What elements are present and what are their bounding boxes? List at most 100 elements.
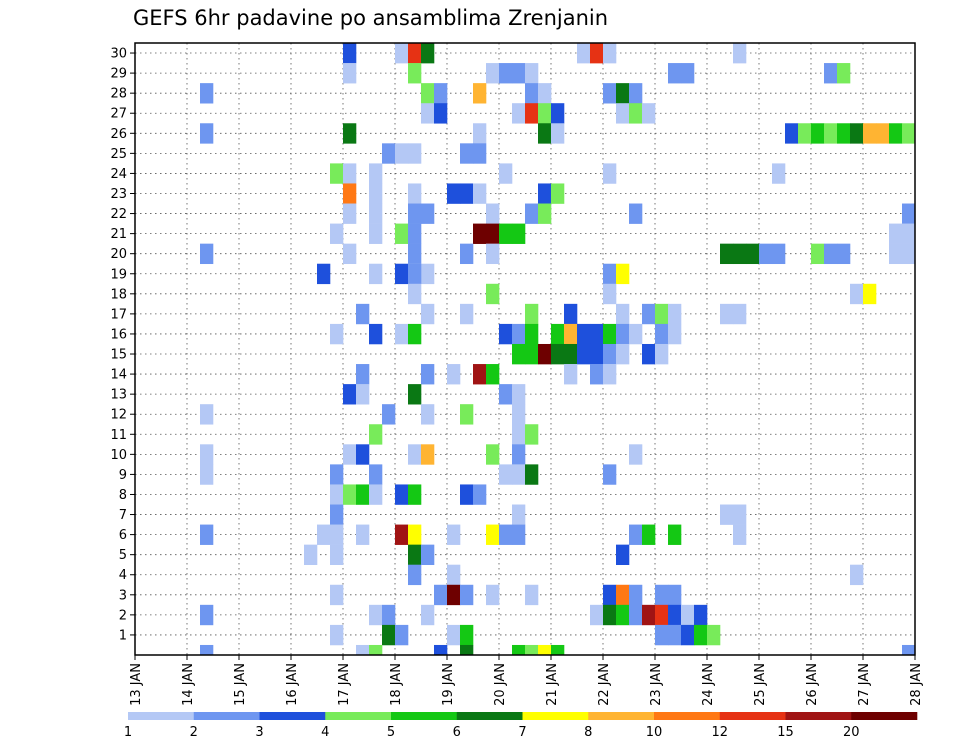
heatmap-cell xyxy=(499,524,513,545)
heatmap-cell xyxy=(434,83,448,104)
heatmap-cell xyxy=(408,544,422,566)
colorbar-swatch xyxy=(456,712,523,720)
heatmap-cell xyxy=(421,103,435,124)
heatmap-cell xyxy=(408,564,422,586)
heatmap-cell xyxy=(876,123,890,144)
heatmap-cell xyxy=(642,524,656,545)
heatmap-cell xyxy=(200,123,214,144)
heatmap-cell xyxy=(668,584,682,606)
heatmap-cell xyxy=(486,524,500,545)
heatmap-cell xyxy=(473,83,487,104)
colorbar-label: 15 xyxy=(777,725,794,740)
y-tick-label: 2 xyxy=(119,608,127,623)
heatmap-cell xyxy=(733,43,747,64)
heatmap-cell xyxy=(499,163,513,184)
heatmap-cell xyxy=(642,343,656,365)
y-tick-label: 13 xyxy=(110,388,127,403)
y-tick-label: 16 xyxy=(110,327,127,342)
heatmap-cell xyxy=(330,624,344,646)
colorbar-swatch xyxy=(654,712,721,720)
heatmap-cell xyxy=(343,43,357,64)
heatmap-cell xyxy=(421,444,435,465)
heatmap-cell xyxy=(616,604,630,626)
heatmap-cell xyxy=(447,364,461,385)
heatmap-cell xyxy=(460,183,474,204)
heatmap-cell xyxy=(408,263,422,285)
heatmap-cell xyxy=(564,364,578,385)
x-tick-label: 25 JAN xyxy=(753,663,768,706)
heatmap-cell xyxy=(382,143,396,164)
heatmap-cell xyxy=(590,343,604,365)
y-tick-label: 27 xyxy=(110,107,127,122)
heatmap-cell xyxy=(395,263,409,285)
heatmap-cell xyxy=(421,83,435,104)
heatmap-cell xyxy=(460,484,474,505)
heatmap-cell xyxy=(330,504,344,525)
plot-frame xyxy=(134,42,916,656)
heatmap-cell xyxy=(200,464,214,485)
heatmap-cell xyxy=(200,604,214,626)
heatmap-cell xyxy=(603,364,617,385)
heatmap-cell xyxy=(603,283,617,305)
heatmap-cell xyxy=(460,644,474,656)
heatmap-cell xyxy=(421,303,435,325)
heatmap-cell xyxy=(525,644,539,656)
heatmap-cell xyxy=(590,43,604,64)
heatmap-cell xyxy=(486,364,500,385)
heatmap-cell xyxy=(590,604,604,626)
heatmap-cell xyxy=(317,263,331,285)
heatmap-cell xyxy=(330,464,344,485)
heatmap-cell xyxy=(421,544,435,566)
heatmap-cell xyxy=(603,83,617,104)
heatmap-cell xyxy=(200,524,214,545)
heatmap-cell xyxy=(668,524,682,545)
y-tick-label: 18 xyxy=(110,287,127,302)
heatmap-cell xyxy=(200,83,214,104)
heatmap-cell xyxy=(538,183,552,204)
heatmap-cell xyxy=(421,404,435,425)
heatmap-cell xyxy=(408,484,422,505)
heatmap-cell xyxy=(356,364,370,385)
colorbar-label: 2 xyxy=(190,725,198,740)
heatmap-cell xyxy=(733,243,747,265)
heatmap-cell xyxy=(395,323,409,345)
x-axis-ticks: 13 JAN 14 JAN 15 JAN 16 JAN 17 JAN 18 JAN 19 J… xyxy=(129,655,924,706)
heatmap-cell xyxy=(551,323,565,345)
x-tick-label: 15 JAN xyxy=(233,663,248,706)
heatmap-cell xyxy=(330,163,344,184)
x-tick-label: 26 JAN xyxy=(805,663,820,706)
heatmap-cell xyxy=(499,323,513,345)
heatmap-cell xyxy=(642,303,656,325)
colorbar-label: 10 xyxy=(646,725,663,740)
colorbar-swatch xyxy=(128,712,195,720)
heatmap-cell xyxy=(382,624,396,646)
x-tick-label: 19 JAN xyxy=(441,663,456,706)
heatmap-cell xyxy=(200,243,214,265)
heatmap-cell xyxy=(681,624,695,646)
heatmap-cell xyxy=(434,584,448,606)
heatmap-cell xyxy=(629,444,643,465)
heatmap-cell xyxy=(603,343,617,365)
heatmap-cell xyxy=(616,83,630,104)
heatmap-cell xyxy=(902,243,916,265)
heatmap-cell xyxy=(616,544,630,566)
heatmap-cell xyxy=(629,203,643,224)
heatmap-cell xyxy=(590,323,604,345)
x-tick-label: 23 JAN xyxy=(649,663,664,706)
heatmap-cell xyxy=(395,624,409,646)
heatmap-cell xyxy=(447,584,461,606)
y-tick-label: 1 xyxy=(119,628,127,643)
y-tick-label: 22 xyxy=(110,207,127,222)
heatmap-cell xyxy=(499,464,513,485)
heatmap-cell xyxy=(538,83,552,104)
heatmap-cell xyxy=(733,303,747,325)
heatmap-cell xyxy=(525,343,539,365)
heatmap-cell xyxy=(616,323,630,345)
heatmap-cell xyxy=(824,63,838,84)
x-tick-label: 18 JAN xyxy=(389,663,404,706)
heatmap-cell xyxy=(902,123,916,144)
heatmap-cell xyxy=(356,644,370,656)
y-tick-label: 29 xyxy=(110,67,127,82)
heatmap-cell xyxy=(512,323,526,345)
heatmap-cell xyxy=(408,243,422,265)
